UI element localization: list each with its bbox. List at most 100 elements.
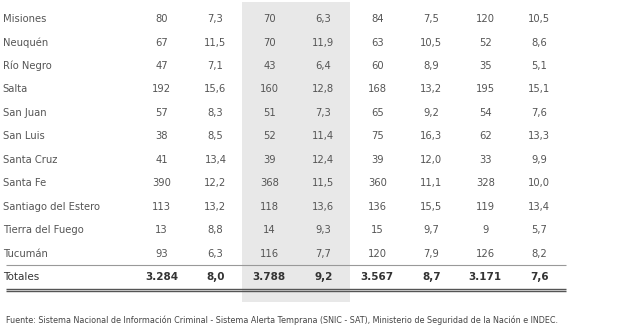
Text: 9,2: 9,2 (424, 108, 439, 118)
Text: 15,6: 15,6 (204, 84, 226, 94)
Text: 80: 80 (155, 14, 168, 24)
Text: 7,6: 7,6 (531, 108, 547, 118)
Text: 8,9: 8,9 (424, 61, 439, 71)
Text: 47: 47 (155, 61, 168, 71)
Text: Fuente: Sistema Nacional de Información Criminal - Sistema Alerta Temprana (SNIC: Fuente: Sistema Nacional de Información … (6, 316, 558, 325)
Text: 63: 63 (371, 38, 384, 48)
Text: 39: 39 (371, 155, 384, 165)
Text: 12,2: 12,2 (204, 178, 226, 188)
Text: Salta: Salta (3, 84, 28, 94)
Text: 8,5: 8,5 (207, 131, 223, 141)
Text: 13,4: 13,4 (529, 202, 550, 212)
Text: 113: 113 (152, 202, 171, 212)
Text: Neuquén: Neuquén (3, 37, 48, 48)
Text: 3.284: 3.284 (145, 272, 178, 282)
Text: Tucumán: Tucumán (3, 249, 48, 259)
Bar (242, 2, 296, 302)
Text: 118: 118 (260, 202, 279, 212)
Text: 84: 84 (371, 14, 384, 24)
Text: 192: 192 (152, 84, 171, 94)
Text: 13: 13 (155, 225, 168, 235)
Text: 10,0: 10,0 (529, 178, 550, 188)
Text: Santa Cruz: Santa Cruz (3, 155, 57, 165)
Text: 8,7: 8,7 (422, 272, 441, 282)
Text: 51: 51 (263, 108, 276, 118)
Text: 70: 70 (263, 14, 275, 24)
Text: 168: 168 (368, 84, 387, 94)
Text: 93: 93 (155, 249, 168, 259)
Text: 11,5: 11,5 (204, 38, 226, 48)
Text: 7,5: 7,5 (424, 14, 439, 24)
Text: 38: 38 (155, 131, 168, 141)
Text: 6,3: 6,3 (207, 249, 223, 259)
Text: 8,8: 8,8 (207, 225, 223, 235)
Text: 7,9: 7,9 (424, 249, 439, 259)
Bar (296, 2, 350, 302)
Text: 16,3: 16,3 (420, 131, 443, 141)
Text: 13,2: 13,2 (420, 84, 443, 94)
Text: 160: 160 (260, 84, 279, 94)
Text: 39: 39 (263, 155, 275, 165)
Text: 15,5: 15,5 (420, 202, 443, 212)
Text: 60: 60 (371, 61, 384, 71)
Text: 328: 328 (476, 178, 495, 188)
Text: 13,6: 13,6 (312, 202, 335, 212)
Text: 11,9: 11,9 (312, 38, 335, 48)
Text: 8,6: 8,6 (532, 38, 547, 48)
Text: 13,4: 13,4 (204, 155, 226, 165)
Text: 33: 33 (479, 155, 492, 165)
Text: Tierra del Fuego: Tierra del Fuego (3, 225, 83, 235)
Text: 5,7: 5,7 (531, 225, 547, 235)
Text: 54: 54 (479, 108, 492, 118)
Text: 35: 35 (479, 61, 492, 71)
Text: 9,3: 9,3 (315, 225, 331, 235)
Text: 7,3: 7,3 (207, 14, 223, 24)
Text: 7,7: 7,7 (315, 249, 331, 259)
Text: 7,1: 7,1 (207, 61, 223, 71)
Text: San Juan: San Juan (3, 108, 46, 118)
Text: 10,5: 10,5 (529, 14, 550, 24)
Text: 11,1: 11,1 (420, 178, 443, 188)
Text: 52: 52 (263, 131, 276, 141)
Text: 43: 43 (263, 61, 275, 71)
Text: 120: 120 (476, 14, 495, 24)
Text: 12,4: 12,4 (312, 155, 335, 165)
Text: 15: 15 (371, 225, 384, 235)
Text: 9,2: 9,2 (314, 272, 333, 282)
Text: 3.171: 3.171 (469, 272, 502, 282)
Text: 9: 9 (482, 225, 488, 235)
Text: 41: 41 (155, 155, 168, 165)
Text: 12,0: 12,0 (420, 155, 443, 165)
Text: 11,5: 11,5 (312, 178, 335, 188)
Text: 7,6: 7,6 (530, 272, 549, 282)
Text: 5,1: 5,1 (531, 61, 547, 71)
Text: 360: 360 (368, 178, 387, 188)
Text: 13,2: 13,2 (204, 202, 226, 212)
Text: Santa Fe: Santa Fe (3, 178, 46, 188)
Text: 11,4: 11,4 (312, 131, 335, 141)
Text: 10,5: 10,5 (420, 38, 443, 48)
Text: 12,8: 12,8 (312, 84, 335, 94)
Text: 6,4: 6,4 (315, 61, 331, 71)
Text: Río Negro: Río Negro (3, 61, 52, 71)
Text: 52: 52 (479, 38, 492, 48)
Text: 116: 116 (259, 249, 279, 259)
Text: 70: 70 (263, 38, 275, 48)
Text: 136: 136 (368, 202, 387, 212)
Text: 3.788: 3.788 (252, 272, 286, 282)
Text: 195: 195 (476, 84, 495, 94)
Text: San Luis: San Luis (3, 131, 45, 141)
Text: 9,9: 9,9 (531, 155, 547, 165)
Text: 7,3: 7,3 (315, 108, 331, 118)
Text: 14: 14 (263, 225, 275, 235)
Text: 368: 368 (260, 178, 279, 188)
Text: 57: 57 (155, 108, 168, 118)
Text: 3.567: 3.567 (361, 272, 394, 282)
Text: 6,3: 6,3 (315, 14, 331, 24)
Text: 65: 65 (371, 108, 384, 118)
Text: 390: 390 (152, 178, 171, 188)
Text: 120: 120 (368, 249, 387, 259)
Text: 13,3: 13,3 (529, 131, 550, 141)
Text: Santiago del Estero: Santiago del Estero (3, 202, 100, 212)
Text: 119: 119 (476, 202, 495, 212)
